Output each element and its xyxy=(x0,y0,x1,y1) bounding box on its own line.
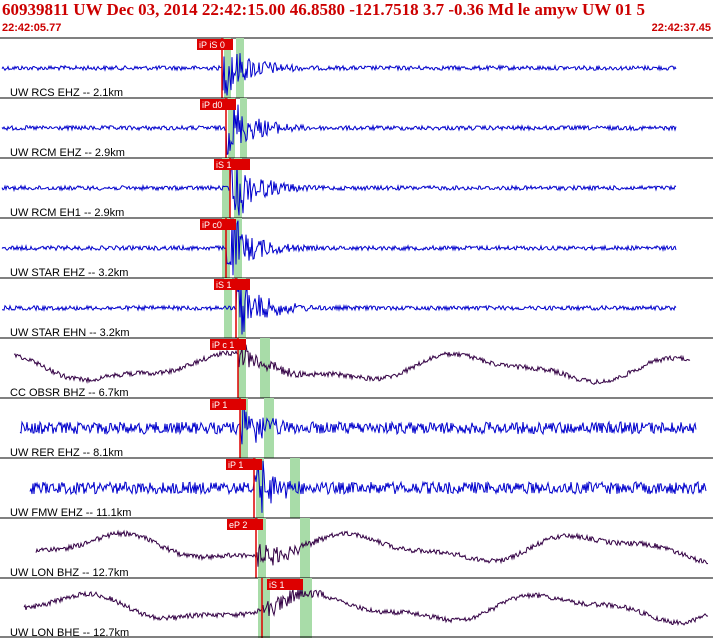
station-label: UW FMW EHZ -- 11.1km xyxy=(10,507,131,519)
pick-label: iS 1 xyxy=(216,280,232,290)
pick-label: iP d0 xyxy=(202,100,222,110)
pick-box xyxy=(267,579,303,590)
pick-box xyxy=(210,339,246,350)
waveform xyxy=(23,588,709,626)
pick-box xyxy=(214,279,250,290)
p-window xyxy=(224,38,231,98)
time-end-label: 22:42:37.45 xyxy=(651,22,711,34)
pick-label: iS 1 xyxy=(269,580,285,590)
station-label: UW LON BHZ -- 12.7km xyxy=(10,567,129,579)
pick-box xyxy=(200,219,236,230)
station-label: UW RCM EHZ -- 2.9km xyxy=(10,147,125,159)
pick-box xyxy=(227,519,263,530)
waveform xyxy=(1,282,677,335)
trace-row: iP c 1 CC OBSR BHZ -- 6.7km xyxy=(0,337,713,399)
trace-row: iS 1 UW STAR EHN -- 3.2km xyxy=(0,277,713,339)
event-title: 60939811 UW Dec 03, 2014 22:42:15.00 46.… xyxy=(2,0,645,19)
trace-row: iP d0 UW RCM EHZ -- 2.9km xyxy=(0,97,713,159)
s-window xyxy=(234,218,242,278)
pick-box xyxy=(210,399,246,410)
trace-row: iP iS 0 UW RCS EHZ -- 2.1km xyxy=(0,37,713,99)
s-window xyxy=(240,98,247,158)
p-window xyxy=(258,578,270,638)
s-window xyxy=(300,518,310,578)
station-label: UW STAR EHZ -- 3.2km xyxy=(10,267,128,279)
trace-row: iS 1 UW RCM EH1 -- 2.9km xyxy=(0,157,713,219)
p-window xyxy=(240,398,248,458)
station-label: UW RCS EHZ -- 2.1km xyxy=(10,87,123,99)
waveform xyxy=(1,102,677,156)
s-window xyxy=(236,38,244,98)
trace-row: iP 1 UW RER EHZ -- 8.1km xyxy=(0,397,713,459)
station-label: UW RER EHZ -- 8.1km xyxy=(10,447,123,459)
waveform xyxy=(1,53,677,96)
pick-box xyxy=(214,159,250,170)
p-window xyxy=(256,458,264,518)
waveform xyxy=(1,160,677,216)
pick-label: iP c0 xyxy=(202,220,222,230)
waveform xyxy=(1,220,677,276)
pick-label: iP c 1 xyxy=(212,340,234,350)
trace-row: iP c0 UW STAR EHZ -- 3.2km xyxy=(0,217,713,279)
pick-box xyxy=(226,459,262,470)
pick-label: iS 1 xyxy=(216,160,232,170)
p-window xyxy=(222,158,230,218)
station-label: UW LON BHE -- 12.7km xyxy=(10,627,129,638)
s-window xyxy=(238,278,246,338)
pick-label: iP 1 xyxy=(212,400,227,410)
waveform xyxy=(29,460,707,513)
waveform xyxy=(35,529,709,567)
pick-box xyxy=(197,39,233,50)
waveform xyxy=(13,344,691,385)
station-label: UW STAR EHN -- 3.2km xyxy=(10,327,130,339)
trace-row: iP 1 UW FMW EHZ -- 11.1km xyxy=(0,457,713,519)
p-window xyxy=(258,518,266,578)
trace-row: iS 1 UW LON BHE -- 12.7km xyxy=(0,577,713,638)
pick-box xyxy=(200,99,236,110)
p-window xyxy=(238,338,246,398)
pick-label: iP iS 0 xyxy=(199,40,225,50)
event-header: 60939811 UW Dec 03, 2014 22:42:15.00 46.… xyxy=(0,0,713,38)
s-window xyxy=(264,398,274,458)
s-window xyxy=(290,458,300,518)
station-label: UW RCM EH1 -- 2.9km xyxy=(10,207,124,219)
time-start-label: 22:42:05.77 xyxy=(2,22,62,34)
trace-row: eP 2 UW LON BHZ -- 12.7km xyxy=(0,517,713,579)
station-label: CC OBSR BHZ -- 6.7km xyxy=(10,387,129,399)
p-window xyxy=(228,98,235,158)
pick-label: iP 1 xyxy=(228,460,243,470)
waveform xyxy=(19,399,697,445)
pick-label: eP 2 xyxy=(229,520,247,530)
